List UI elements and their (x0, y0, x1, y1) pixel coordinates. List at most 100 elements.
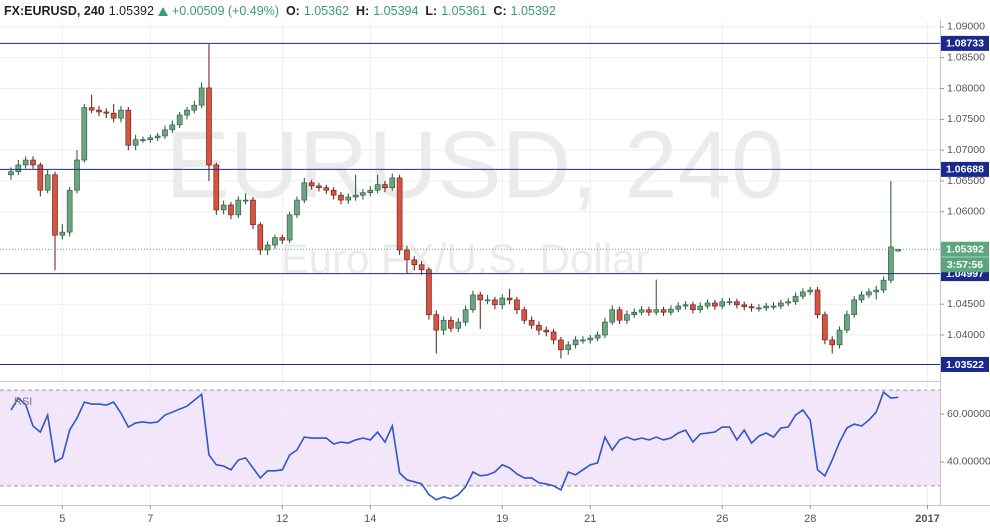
candle-body (206, 87, 212, 166)
candle-body (565, 344, 572, 351)
candle-body (96, 109, 102, 113)
level-label: 1.08733 (946, 38, 984, 50)
candle-body (279, 237, 286, 241)
candle-body (675, 305, 682, 310)
candle-body (712, 302, 718, 307)
x-tick-label: 21 (584, 513, 596, 525)
last-price-box (941, 241, 989, 257)
candle-body (660, 309, 667, 313)
candle-body (440, 319, 447, 331)
candle-body (125, 109, 132, 146)
candle-body (484, 299, 491, 302)
candle-body (374, 184, 381, 191)
y-tick-label: 1.08000 (947, 82, 985, 94)
candle-body (418, 264, 425, 271)
candle-body (572, 339, 579, 346)
candle-body (44, 174, 51, 191)
candle-body (345, 196, 352, 201)
candle-body (257, 224, 264, 251)
candle-body (741, 304, 748, 307)
candle-body (756, 307, 762, 310)
x-tick-label: 19 (496, 513, 508, 525)
candle-body (59, 231, 66, 236)
candle-body (880, 279, 887, 291)
candle-body (250, 199, 256, 226)
candle-body (844, 314, 850, 331)
rsi-band (0, 390, 940, 486)
x-tick-label: 2017 (915, 513, 939, 525)
last-price-label: 1.05392 (946, 244, 984, 256)
x-tick-label: 7 (147, 513, 153, 525)
candle-body (558, 339, 564, 351)
candle-body (594, 334, 601, 339)
candle-body (770, 305, 777, 308)
candle-body (814, 289, 821, 315)
watermark-title: EURUSD, 240 (166, 111, 785, 218)
candle-body (389, 177, 396, 189)
candle-body (162, 129, 168, 137)
candle-body (213, 164, 220, 211)
candle-body (543, 329, 550, 333)
candle-body (653, 309, 660, 313)
candle-body (330, 189, 337, 196)
candle-body (866, 291, 872, 296)
candle-body (30, 159, 36, 166)
candle-body (587, 337, 594, 341)
candle-body (66, 189, 73, 233)
candle-body (477, 294, 484, 301)
candle-body (382, 184, 388, 189)
countdown: 3:57:56 (947, 259, 983, 271)
y-tick-label: 1.04500 (947, 298, 985, 310)
candle-body (492, 299, 498, 306)
candle-body (624, 314, 630, 321)
candle-body (198, 87, 205, 106)
x-tick-label: 28 (804, 513, 816, 525)
open-value: 1.05362 (303, 4, 350, 18)
candle-body (169, 124, 176, 131)
last-price: 1.05392 (108, 4, 154, 18)
candle-body (264, 244, 271, 251)
low-value: 1.05361 (441, 4, 487, 18)
candle-body (514, 299, 520, 311)
symbol: FX:EURUSD, 240 (4, 4, 105, 18)
y-tick-label: 1.08500 (947, 52, 985, 64)
candle-body (719, 301, 726, 307)
y-tick-label: 1.07500 (947, 113, 985, 125)
level-label-box (941, 356, 989, 372)
x-tick-label: 5 (59, 513, 65, 525)
candle-body (690, 304, 696, 311)
candle-body (580, 339, 586, 342)
candle-body (807, 289, 814, 293)
candle-body (506, 297, 513, 301)
header: FX:EURUSD, 240 1.05392 +0.00509 (+0.49%)… (4, 2, 556, 20)
y-tick-label: 1.06500 (947, 175, 985, 187)
open-label: O: (285, 4, 300, 18)
candle-body (15, 164, 22, 173)
candle-body (176, 114, 183, 126)
countdown-box (941, 257, 989, 273)
candle-body (888, 246, 894, 281)
candle-body (785, 301, 792, 304)
candle-body (154, 135, 161, 139)
candle-body (550, 331, 557, 341)
x-tick-label: 12 (276, 513, 288, 525)
y-tick-label: 40.00000 (947, 456, 990, 468)
candle-body (110, 112, 117, 119)
candle-body (352, 194, 359, 198)
candle-body (829, 339, 836, 346)
candle-body (726, 301, 733, 304)
close-value: 1.05392 (510, 4, 556, 18)
candle-body (396, 177, 403, 251)
rsi-line (10, 390, 899, 501)
candle-body (455, 321, 462, 329)
close-label: C: (493, 4, 507, 18)
candle-body (301, 182, 308, 201)
candle-body (851, 299, 858, 315)
candle-body (734, 301, 740, 306)
candle-body (682, 304, 689, 307)
candle-body (228, 204, 234, 216)
candle-body (103, 111, 110, 114)
candle-body (800, 291, 806, 297)
candle-body (308, 182, 315, 187)
candle-body (140, 139, 146, 141)
